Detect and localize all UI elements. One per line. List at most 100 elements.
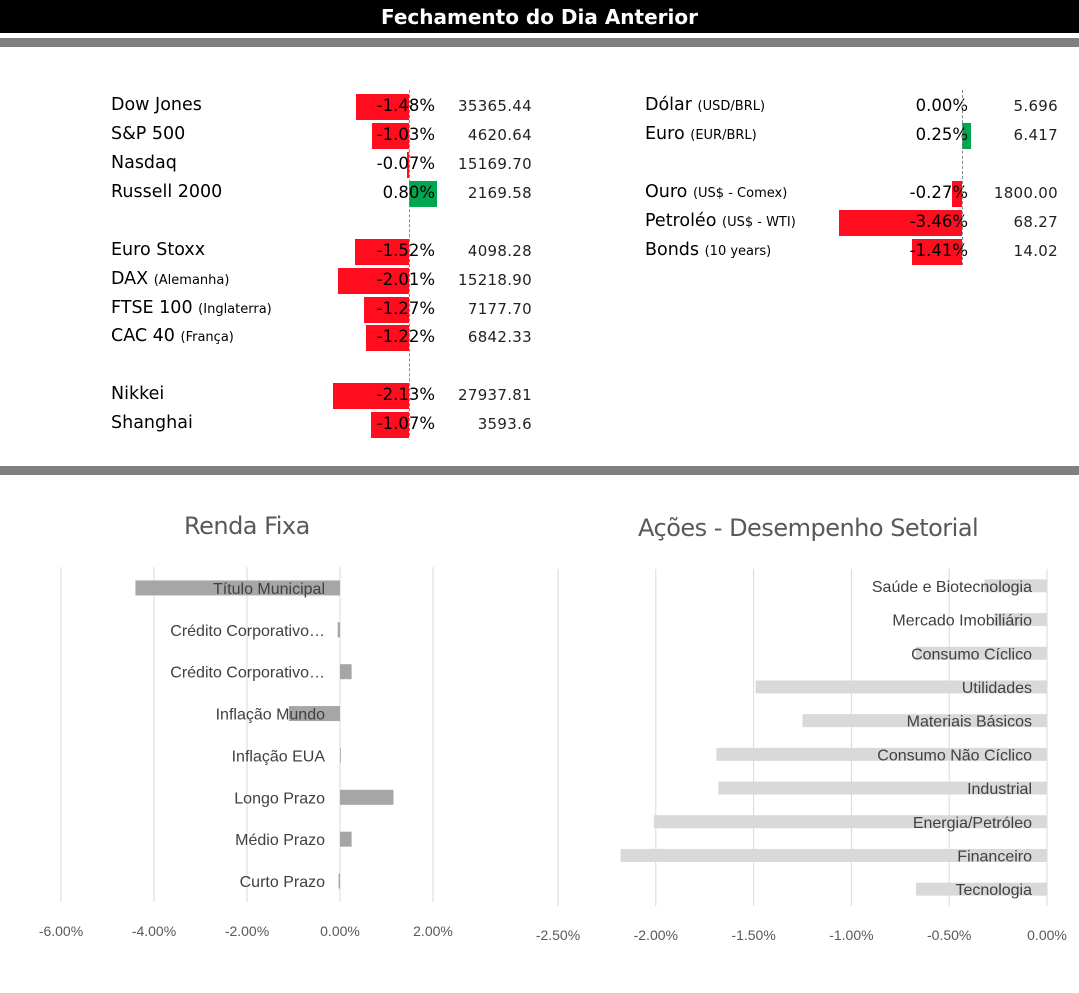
- x-tick-label: -0.50%: [927, 927, 971, 943]
- bar: [653, 815, 1047, 829]
- page-title: Fechamento do Dia Anterior: [380, 5, 698, 29]
- x-tick-label: -1.50%: [731, 927, 775, 943]
- market-name: Dólar: [645, 95, 692, 115]
- right-market-name: Dólar (USD/BRL): [645, 95, 765, 115]
- left-market-value: 4620.64: [467, 126, 532, 144]
- left-market-name: Nikkei: [111, 384, 164, 404]
- left-market-value: 15218.90: [458, 271, 532, 289]
- x-tick-label: -1.00%: [829, 927, 873, 943]
- bar: [755, 680, 1047, 694]
- left-market-name: Dow Jones: [111, 95, 202, 115]
- left-market-pct: -2.01%: [376, 270, 435, 289]
- right-market-pct: 0.25%: [915, 125, 968, 144]
- left-bar: [371, 412, 409, 438]
- market-name: Nikkei: [111, 384, 165, 404]
- left-market-pct: -1.22%: [376, 327, 435, 346]
- x-tick-label: 0.00%: [1027, 927, 1067, 943]
- right-market-pct: -3.46%: [909, 212, 968, 231]
- market-note: (US$ - WTI): [722, 215, 796, 230]
- left-market-value: 15169.70: [458, 155, 532, 173]
- left-market-value: 4098.28: [467, 242, 532, 260]
- market-name: Petroléo: [645, 211, 717, 231]
- left-bar: [333, 383, 409, 409]
- category-label: Industrial: [967, 781, 1032, 798]
- bar: [984, 579, 1047, 593]
- bar: [802, 714, 1047, 728]
- left-bar: [365, 325, 409, 351]
- right-market-value: 1800.00: [993, 184, 1058, 202]
- right-bar: [839, 210, 962, 236]
- bar: [340, 831, 352, 847]
- category-label: Utilidades: [962, 680, 1032, 697]
- bar: [915, 882, 1047, 896]
- right-market-name: Ouro (US$ - Comex): [645, 182, 787, 202]
- market-name: DAX: [111, 269, 149, 289]
- left-bar: [372, 123, 409, 149]
- left-market-name: FTSE 100 (Inglaterra): [111, 298, 272, 318]
- acoes-setorial-chart: -2.50% -2.00% -1.50% -1.00% -0.50% 0.00% Saúde…: [536, 569, 1067, 943]
- bar: [716, 747, 1047, 761]
- category-label: Longo Prazo: [234, 790, 325, 807]
- market-note: (EUR/BRL): [690, 128, 757, 143]
- market-name: Russell 2000: [111, 182, 223, 202]
- market-note: (10 years): [704, 244, 772, 259]
- market-name: Ouro: [645, 182, 688, 202]
- x-tick-label: 2.00%: [413, 923, 453, 939]
- market-name: S&P 500: [111, 124, 186, 144]
- left-market-name: Russell 2000: [111, 182, 222, 202]
- market-note: (US$ - Comex): [692, 186, 788, 201]
- category-label: Saúde e Biotecnologia: [872, 579, 1032, 596]
- bar: [620, 848, 1047, 862]
- category-label: Tecnologia: [956, 882, 1033, 899]
- x-tick-label: -6.00%: [39, 923, 83, 939]
- x-tick-label: -2.00%: [634, 927, 678, 943]
- x-tick-label: -2.50%: [536, 927, 580, 943]
- x-tick-label: -2.00%: [225, 923, 269, 939]
- bar: [340, 747, 341, 763]
- left-market-pct: -1.07%: [376, 414, 435, 433]
- right-bar: [952, 181, 962, 207]
- category-label: Curto Prazo: [240, 874, 325, 891]
- market-name: CAC 40: [111, 326, 175, 346]
- right-bar: [911, 239, 962, 265]
- x-tick-label: 0.00%: [320, 923, 360, 939]
- right-market-value: 14.02: [1013, 242, 1058, 260]
- x-tick-label: -4.00%: [132, 923, 176, 939]
- category-label: Materiais Básicos: [907, 714, 1032, 731]
- chart-title-acoes: Ações - Desempenho Setorial: [638, 514, 979, 542]
- left-market-pct: -1.52%: [376, 241, 435, 260]
- chart-title-renda-fixa: Renda Fixa: [184, 512, 310, 540]
- market-name: Nasdaq: [111, 153, 177, 173]
- left-market-value: 6842.33: [467, 328, 532, 346]
- left-bar: [409, 181, 438, 207]
- left-market-value: 27937.81: [458, 386, 532, 404]
- bar: [340, 664, 352, 680]
- renda-fixa-chart: -6.00% -4.00% -2.00% 0.00% 2.00% Título Munic…: [39, 567, 453, 939]
- right-market-pct: -1.41%: [909, 241, 968, 260]
- right-market-value: 68.27: [1013, 213, 1058, 231]
- left-market-name: S&P 500: [111, 124, 185, 144]
- left-bar: [337, 268, 409, 294]
- bar: [340, 789, 394, 805]
- category-label: Energia/Petróleo: [913, 815, 1032, 832]
- market-note: (França): [180, 330, 234, 345]
- left-market-pct: -1.03%: [376, 125, 435, 144]
- market-name: Shanghai: [111, 413, 193, 433]
- bar: [718, 781, 1047, 795]
- left-market-pct: 0.80%: [382, 183, 435, 202]
- category-label: Inflação Mundo: [216, 707, 326, 724]
- bar: [994, 613, 1047, 627]
- left-market-pct: -0.07%: [376, 154, 435, 173]
- category-label: Título Municipal: [213, 581, 325, 598]
- right-market-name: Euro (EUR/BRL): [645, 124, 757, 144]
- left-market-value: 35365.44: [458, 97, 532, 115]
- bar: [338, 873, 340, 889]
- category-label: Médio Prazo: [235, 832, 325, 849]
- market-note: (USD/BRL): [697, 99, 766, 114]
- market-name: Euro: [645, 124, 685, 144]
- category-label: Mercado Imobiliário: [892, 613, 1032, 630]
- left-bar: [363, 297, 409, 323]
- left-bar: [355, 239, 409, 265]
- category-label: Inflação EUA: [232, 748, 326, 765]
- left-market-name: DAX (Alemanha): [111, 269, 229, 289]
